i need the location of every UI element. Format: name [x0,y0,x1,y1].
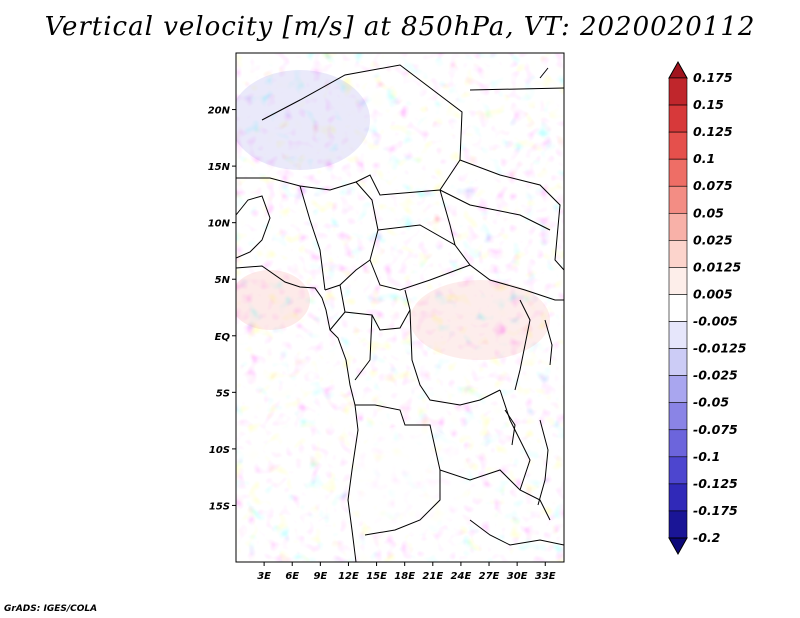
colorbar-level-label: 0.05 [693,205,724,220]
colorbar-level-label: 0.005 [693,286,733,301]
colorbar-swatch [668,158,688,187]
colorbar-swatch [668,131,688,160]
colorbar-swatch [668,348,688,376]
latitude-axis: 20N 15N 10N 5N EQ 5S 10S 15S [208,106,236,512]
colorbar-swatch [668,294,688,322]
lat-tick-label: EQ [215,332,231,343]
lon-tick-label: 6E [285,571,299,582]
lat-tick-label: 20N [208,106,231,117]
colorbar-swatch [668,267,688,295]
map-frame [235,52,565,563]
colorbar-swatch [668,456,688,485]
colorbar-swatch [668,77,688,106]
colorbar-swatch [668,212,688,241]
colorbar-level-label: -0.05 [693,395,729,410]
colorbar: 0.175 0.15 0.125 0.1 0.075 0.05 0.025 0.0125 0.0… [668,60,747,556]
lon-tick-label: 24E [451,571,472,582]
longitude-axis: 3E 6E 9E 12E 15E 18E 21E 24E 27E 30E 33E [257,562,556,582]
colorbar-swatch [668,240,688,268]
lon-tick-label: 27E [479,571,500,582]
colorbar-swatch [668,429,688,458]
colorbar-swatch [668,483,688,512]
lon-tick-label: 30E [507,571,528,582]
colorbar-level-label: -0.0125 [693,341,747,356]
colorbar-top-arrow [668,60,688,79]
lat-tick-label: 5S [216,388,230,399]
colorbar-swatch [668,402,688,431]
colorbar-swatch [668,375,688,404]
lat-tick-label: 15S [209,501,230,512]
lat-tick-label: 10S [209,445,230,456]
lon-tick-label: 18E [394,571,415,582]
chart-title: Vertical velocity [m/s] at 850hPa, VT: 2… [44,12,756,42]
colorbar-level-label: -0.2 [693,530,720,545]
colorbar-swatch [668,185,688,214]
colorbar-bottom-arrow [668,537,688,556]
lat-tick-label: 15N [208,162,231,173]
lon-tick-label: 3E [257,571,271,582]
lon-tick-label: 12E [338,571,359,582]
colorbar-level-label: 0.175 [693,70,733,85]
colorbar-swatch [668,510,688,539]
lat-tick-label: 5N [215,275,231,286]
colorbar-level-label: 0.075 [693,178,733,193]
field-shading [236,53,564,562]
colorbar-swatch [668,104,688,133]
colorbar-level-label: -0.175 [693,503,738,518]
colorbar-level-label: 0.025 [693,232,733,247]
lon-tick-label: 21E [422,571,443,582]
lon-tick-label: 33E [535,571,556,582]
colorbar-level-label: -0.075 [693,422,738,437]
colorbar-level-label: 0.1 [693,151,715,166]
colorbar-level-label: 0.0125 [693,259,742,274]
colorbar-swatch [668,321,688,349]
colorbar-level-label: -0.125 [693,476,738,491]
colorbar-level-label: 0.125 [693,124,733,139]
colorbar-level-label: -0.1 [693,449,720,464]
colorbar-level-label: 0.15 [693,97,724,112]
credit-text: GrADS: IGES/COLA [4,604,98,614]
lon-tick-label: 9E [313,571,327,582]
country-borders [236,64,564,562]
colorbar-level-label: -0.025 [693,368,738,383]
lon-tick-label: 15E [366,571,387,582]
lat-tick-label: 10N [208,219,231,230]
colorbar-level-label: -0.005 [693,314,738,329]
